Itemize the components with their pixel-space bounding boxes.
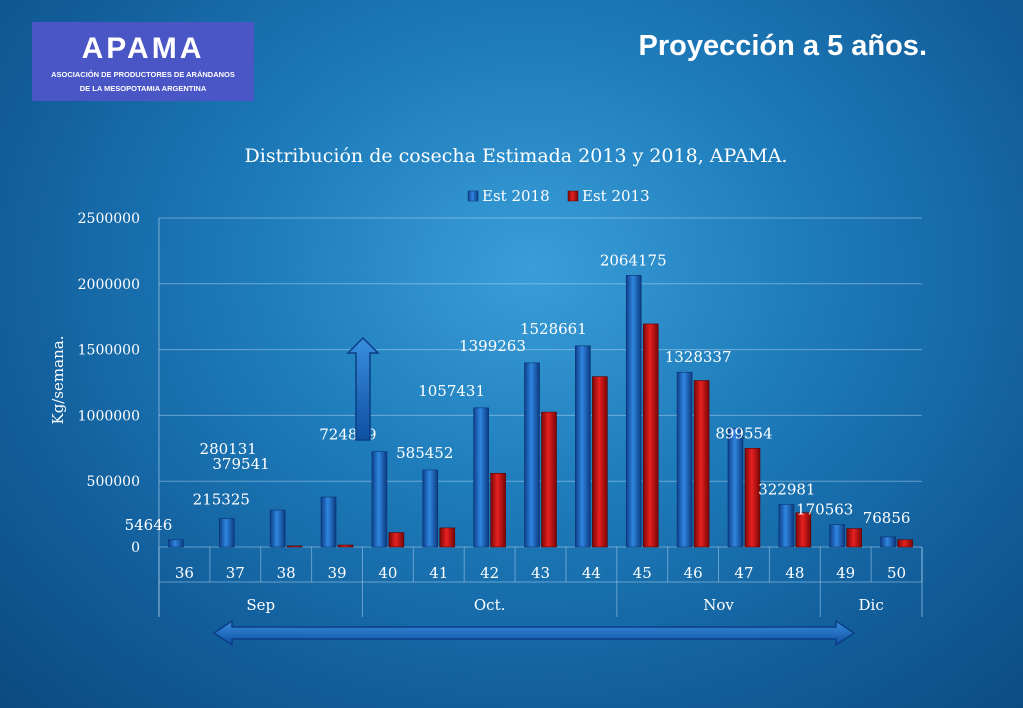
- bar-est2013: [541, 411, 557, 548]
- logo-wordmark: APAMA: [81, 32, 205, 65]
- x-tick-label: 41: [429, 564, 448, 582]
- month-label: Oct.: [474, 596, 506, 614]
- bar-est2018: [880, 536, 896, 548]
- bar-est2018: [371, 451, 388, 548]
- x-tick-label: 50: [887, 564, 906, 582]
- bar-est2018: [422, 469, 439, 548]
- bar-est2018: [727, 428, 744, 548]
- bar-est2013: [388, 532, 405, 548]
- x-tick-label: 36: [175, 564, 194, 582]
- x-tick-label: 44: [582, 564, 601, 582]
- y-tick-label: 2000000: [78, 277, 140, 293]
- data-label: 54646: [125, 516, 173, 534]
- bar-est2018: [778, 504, 795, 548]
- x-tick-label: 37: [226, 564, 245, 582]
- bar-est2013: [286, 545, 303, 548]
- y-tick-label: 0: [131, 540, 140, 556]
- data-label: 2064175: [600, 251, 667, 269]
- bar-est2013: [693, 380, 710, 548]
- bar-est2013: [795, 512, 812, 548]
- data-label: 1057431: [418, 382, 485, 400]
- bar-est2018: [219, 518, 235, 548]
- logo-subtitle-line1: ASOCIACIÓN DE PRODUCTORES DE ARÁNDANOS: [51, 70, 235, 79]
- bar-est2013: [439, 527, 456, 548]
- y-tick-label: 1000000: [78, 408, 140, 424]
- x-tick-label: 45: [633, 564, 652, 582]
- bar-est2013: [592, 376, 608, 548]
- x-tick-label: 38: [277, 564, 296, 582]
- data-label: 322981: [758, 480, 815, 498]
- data-label: 1328337: [665, 348, 732, 366]
- bar-est2018: [269, 509, 286, 548]
- bar-est2018: [473, 407, 489, 548]
- data-label: 899554: [715, 425, 772, 443]
- bar-est2018: [625, 275, 642, 548]
- data-label: 280131: [200, 440, 257, 458]
- data-label: 585452: [396, 444, 453, 462]
- x-tick-label: 46: [684, 564, 703, 582]
- bar-est2018: [575, 345, 591, 548]
- month-label: Sep: [246, 596, 275, 614]
- bar-est2018: [676, 371, 693, 548]
- up-arrow-icon: [346, 336, 380, 441]
- bar-est2013: [642, 323, 659, 548]
- data-label: 215325: [193, 491, 250, 509]
- bar-est2018: [320, 496, 337, 548]
- bar-est2018: [168, 539, 184, 548]
- logo-subtitle-line2: DE LA MESOPOTAMIA ARGENTINA: [79, 84, 207, 93]
- x-tick-label: 48: [785, 564, 804, 582]
- double-arrow-icon: [212, 619, 856, 647]
- x-tick-label: 43: [531, 564, 550, 582]
- x-tick-label: 39: [327, 564, 346, 582]
- y-tick-label: 2500000: [78, 211, 140, 227]
- y-tick-label: 1500000: [78, 343, 140, 359]
- page-title: Proyección a 5 años.: [638, 30, 927, 62]
- legend-label-est2013: Est 2013: [582, 187, 650, 205]
- bar-est2018: [829, 524, 846, 548]
- data-label: 1528661: [520, 320, 587, 338]
- bar-est2018: [524, 362, 540, 548]
- legend-swatch-est2013: [567, 190, 579, 202]
- bar-est2013: [337, 544, 354, 548]
- y-axis-label: Kg/semana.: [49, 336, 67, 425]
- x-tick-label: 47: [734, 564, 753, 582]
- month-label: Nov: [703, 596, 734, 614]
- y-tick-label: 500000: [87, 474, 140, 490]
- legend-label-est2018: Est 2018: [482, 187, 550, 205]
- x-tick-label: 49: [836, 564, 855, 582]
- x-tick-label: 42: [480, 564, 499, 582]
- apama-logo: APAMA ASOCIACIÓN DE PRODUCTORES DE ARÁND…: [32, 22, 254, 101]
- bar-est2013: [490, 473, 506, 548]
- chart-title: Distribución de cosecha Estimada 2013 y …: [245, 145, 788, 167]
- data-label: 379541: [212, 455, 269, 473]
- data-label: 170563: [796, 501, 853, 519]
- bar-est2013: [897, 539, 913, 548]
- data-label: 1399263: [459, 337, 526, 355]
- bar-est2013: [744, 447, 761, 548]
- bar-est2013: [846, 528, 863, 548]
- data-label: 76856: [863, 509, 911, 527]
- month-label: Dic: [859, 596, 884, 614]
- legend-swatch-est2018: [467, 190, 479, 202]
- legend: Est 2018 Est 2013: [467, 187, 650, 205]
- x-tick-label: 40: [378, 564, 397, 582]
